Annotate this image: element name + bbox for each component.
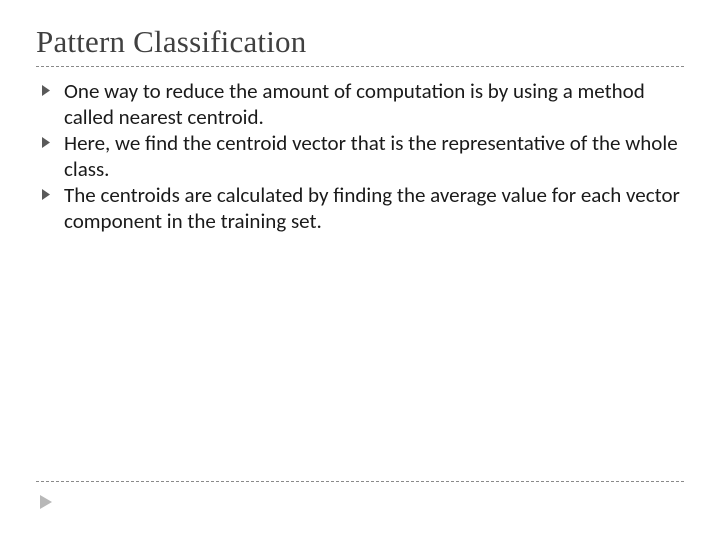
bullet-item: Here, we find the centroid vector that i… [38, 131, 684, 182]
bullet-text: One way to reduce the amount of computat… [64, 78, 645, 130]
footer-play-icon [40, 495, 53, 514]
footer-divider [36, 481, 684, 482]
bullet-item: One way to reduce the amount of computat… [38, 79, 684, 130]
bullet-text: The centroids are calculated by finding … [64, 182, 680, 234]
play-triangle-icon [42, 85, 51, 96]
bullet-item: The centroids are calculated by finding … [38, 183, 684, 234]
play-triangle-icon [42, 189, 51, 200]
title-divider [36, 66, 684, 67]
bullet-list: One way to reduce the amount of computat… [38, 79, 684, 235]
play-triangle-icon [42, 137, 51, 148]
slide: Pattern Classification One way to reduce… [0, 0, 720, 540]
bullet-text: Here, we find the centroid vector that i… [64, 130, 678, 182]
slide-title: Pattern Classification [36, 24, 684, 60]
